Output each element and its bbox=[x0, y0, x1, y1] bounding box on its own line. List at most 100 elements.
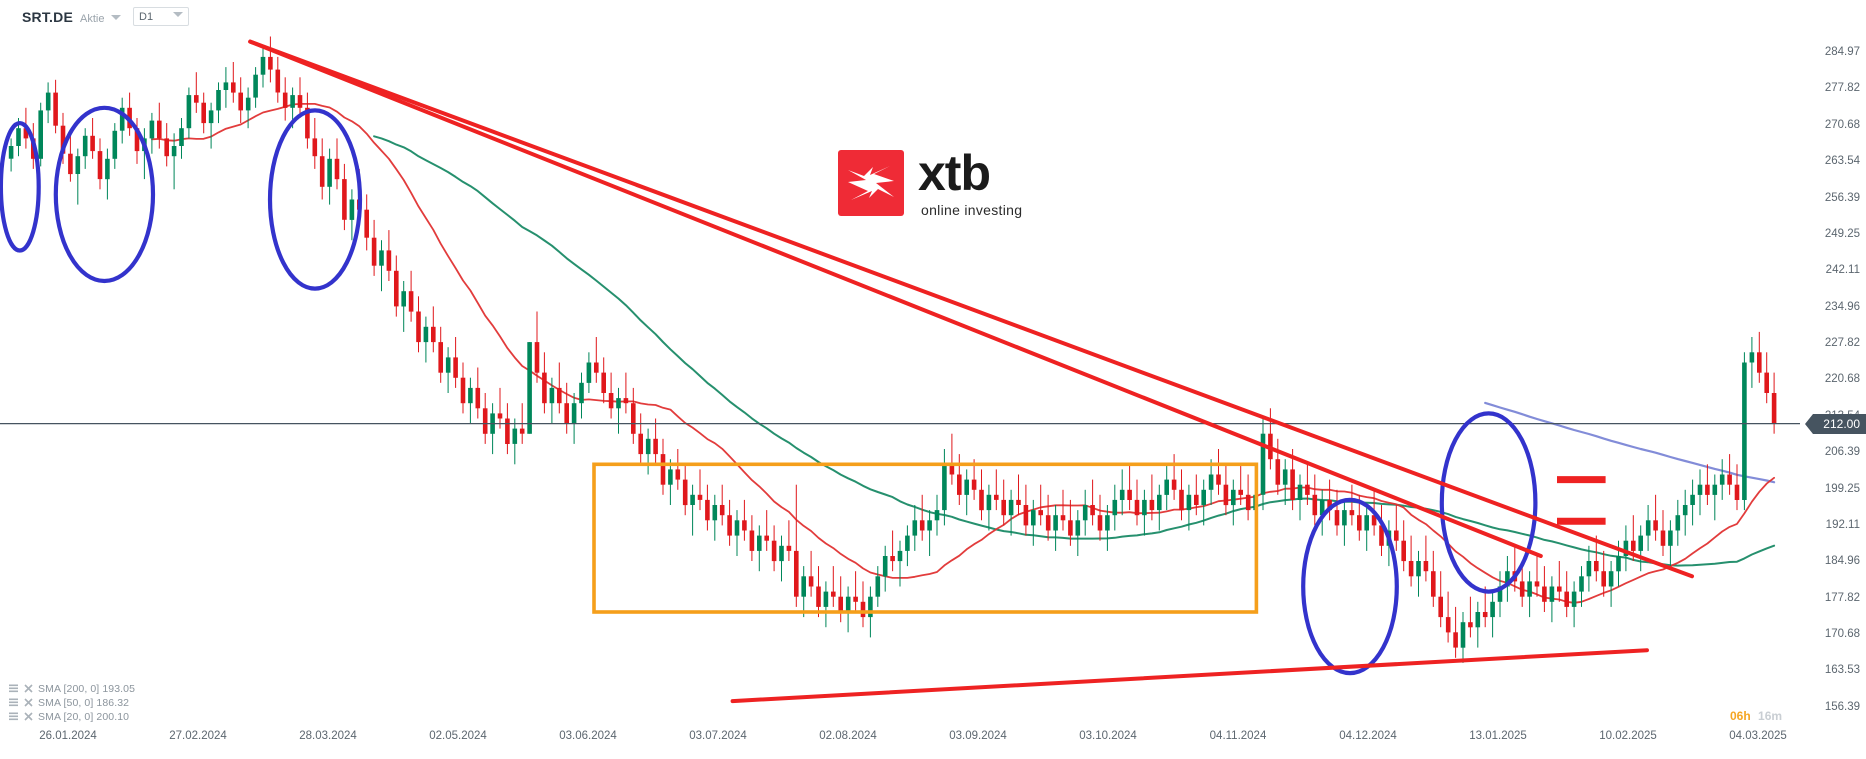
bar-countdown-timer: 06h 16m bbox=[1730, 709, 1782, 723]
candle-body bbox=[1631, 540, 1636, 551]
candle-body bbox=[216, 90, 221, 111]
candle-body bbox=[201, 102, 206, 124]
candle-body bbox=[1505, 571, 1510, 587]
settings-icon[interactable] bbox=[8, 683, 19, 694]
candle-body bbox=[164, 138, 169, 157]
candle-body bbox=[1468, 622, 1473, 628]
candle-body bbox=[371, 237, 377, 266]
candle-body bbox=[668, 469, 673, 485]
candle-body bbox=[890, 556, 895, 562]
candle-body bbox=[149, 120, 155, 139]
price-axis[interactable]: 284.97 277.82 270.68 263.54 256.39 249.25 242.… bbox=[1800, 34, 1866, 724]
candle-body bbox=[549, 387, 555, 404]
candle-body bbox=[712, 505, 718, 521]
close-icon[interactable] bbox=[23, 697, 34, 708]
candle-body bbox=[1586, 561, 1592, 577]
date-axis[interactable]: 26.01.2024 27.02.2024 28.03.2024 02.05.2024… bbox=[0, 724, 1866, 759]
legend-row: SMA [20, 0] 200.10 bbox=[8, 710, 135, 723]
candle-body bbox=[853, 596, 858, 602]
candle-body bbox=[1416, 561, 1421, 577]
candle-body bbox=[438, 342, 443, 373]
candle-body bbox=[705, 499, 710, 521]
candle-body bbox=[905, 535, 910, 551]
candle-body bbox=[779, 545, 784, 562]
chevron-down-icon[interactable] bbox=[173, 12, 183, 17]
candle-body bbox=[742, 520, 747, 531]
sma-50-line bbox=[373, 135, 1776, 567]
candle-body bbox=[1460, 622, 1466, 648]
chart-plot-area[interactable] bbox=[0, 34, 1800, 724]
settings-icon[interactable] bbox=[8, 697, 19, 708]
candle-body bbox=[1608, 571, 1614, 587]
date-tick: 27.02.2024 bbox=[169, 730, 227, 742]
candle-body bbox=[512, 428, 518, 444]
candle-body bbox=[1757, 352, 1762, 373]
candle-body bbox=[1290, 469, 1295, 500]
candle-body bbox=[386, 250, 392, 271]
candle-body bbox=[1001, 499, 1006, 516]
candle-body bbox=[934, 510, 940, 521]
date-tick: 04.12.2024 bbox=[1339, 730, 1397, 742]
candle-body bbox=[601, 372, 606, 393]
candle-body bbox=[53, 92, 58, 126]
date-tick: 02.05.2024 bbox=[429, 730, 487, 742]
close-icon[interactable] bbox=[23, 711, 34, 722]
candle-body bbox=[1727, 474, 1732, 485]
annotation-circle-reversal-zone-1 bbox=[1301, 497, 1399, 676]
candle-body bbox=[231, 82, 236, 93]
price-tick: 156.39 bbox=[1824, 700, 1860, 713]
candle-body bbox=[1334, 510, 1340, 526]
candle-body bbox=[1379, 525, 1384, 546]
candle-body bbox=[964, 479, 969, 495]
candle-body bbox=[45, 92, 51, 111]
timeframe-selector[interactable]: D1 bbox=[133, 7, 189, 26]
symbol-selector[interactable]: SRT.DE Aktie bbox=[22, 9, 122, 25]
candle-body bbox=[1186, 494, 1192, 511]
settings-icon[interactable] bbox=[8, 711, 19, 722]
candle-body bbox=[171, 146, 177, 157]
candle-body bbox=[1023, 505, 1029, 526]
candle-body bbox=[979, 489, 984, 511]
candle-body bbox=[1327, 499, 1332, 511]
price-tick: 263.54 bbox=[1824, 155, 1860, 168]
candle-body bbox=[1482, 612, 1488, 618]
candle-body bbox=[460, 377, 466, 404]
price-tick: 177.82 bbox=[1824, 591, 1860, 604]
candle-body bbox=[38, 110, 43, 159]
xtb-logo-mark bbox=[838, 149, 904, 216]
candle-body bbox=[1297, 484, 1303, 500]
candle-body bbox=[1682, 505, 1688, 516]
candle-body bbox=[379, 250, 384, 266]
candle-body bbox=[1179, 489, 1184, 511]
candle-body bbox=[608, 393, 614, 409]
close-icon[interactable] bbox=[23, 683, 34, 694]
candle-body bbox=[68, 153, 73, 175]
price-tick: 184.96 bbox=[1824, 555, 1860, 568]
candle-body bbox=[823, 591, 829, 607]
candle-body bbox=[290, 95, 295, 108]
candle-body bbox=[942, 464, 947, 511]
candle-body bbox=[1542, 586, 1547, 602]
chevron-down-icon[interactable] bbox=[111, 15, 122, 20]
candle-body bbox=[1705, 484, 1710, 495]
candle-body bbox=[594, 362, 599, 373]
candle-body bbox=[1594, 561, 1599, 572]
candle-body bbox=[468, 387, 473, 404]
candle-body bbox=[1445, 617, 1451, 633]
annotation-trendline-ascending-support bbox=[730, 648, 1649, 704]
candle-body bbox=[408, 291, 414, 312]
candle-body bbox=[586, 362, 592, 383]
candle-body bbox=[1171, 479, 1177, 490]
candle-body bbox=[1601, 571, 1606, 587]
candle-body bbox=[394, 270, 399, 307]
candle-body bbox=[431, 326, 436, 343]
candle-body bbox=[75, 156, 81, 174]
candle-body bbox=[1275, 459, 1281, 485]
candle-body bbox=[453, 357, 458, 378]
candle-body bbox=[305, 107, 310, 139]
candle-body bbox=[623, 398, 629, 404]
sma-lines-layer bbox=[151, 103, 1776, 604]
candle-body bbox=[571, 403, 577, 424]
candle-body bbox=[1053, 515, 1058, 531]
candle-body bbox=[1008, 499, 1014, 516]
